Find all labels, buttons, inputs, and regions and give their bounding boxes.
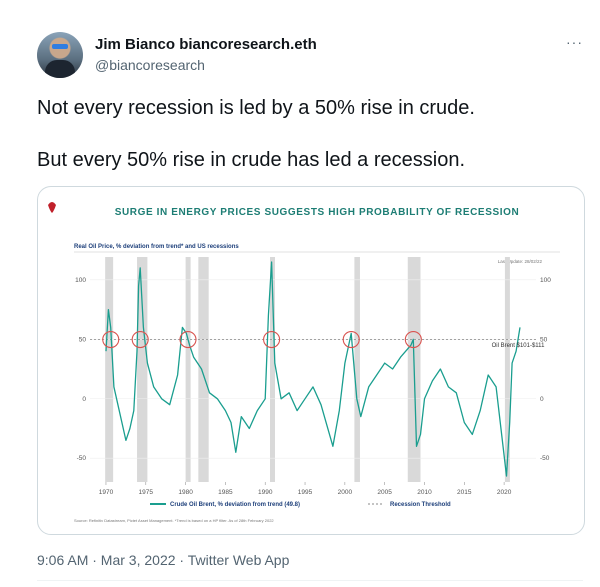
circled-peak-marker: [131, 330, 149, 349]
tweet-text: Not every recession is led by a 50% rise…: [37, 95, 577, 173]
y-tick-label-right: 50: [540, 336, 548, 343]
avatar-glasses: [52, 44, 68, 49]
divider: [37, 580, 583, 581]
legend-label-crude: Crude Oil Brent, % deviation from trend …: [170, 502, 300, 508]
x-tick-label: 2020: [497, 489, 512, 496]
recession-band: [198, 257, 209, 482]
x-tick-label: 1980: [178, 489, 193, 496]
circled-peak-marker: [404, 330, 422, 349]
x-tick-label: 2000: [338, 489, 353, 496]
user-handle[interactable]: @biancoresearch: [95, 57, 205, 73]
chart: SURGE IN ENERGY PRICES SUGGESTS HIGH PRO…: [48, 202, 560, 523]
oil-brent-annotation: Oil Brent $101-$111: [492, 343, 545, 349]
y-tick-label-left: 50: [79, 336, 87, 343]
y-tick-label-right: 100: [540, 277, 551, 284]
recession-bands: [105, 257, 510, 482]
x-tick-label: 1970: [99, 489, 114, 496]
x-axis-ticks: 1970 1975 1980 1985 1990 1995 2000 2005 2010 2015…: [99, 482, 512, 496]
avatar-suit: [45, 60, 75, 78]
x-tick-label: 1985: [218, 489, 233, 496]
y-tick-label-right: 0: [540, 396, 544, 403]
tweet-timestamp[interactable]: 9:06 AM · Mar 3, 2022 · Twitter Web App: [37, 552, 290, 568]
circled-peak-marker: [179, 330, 197, 349]
x-tick-label: 2010: [417, 489, 432, 496]
x-tick-label: 2005: [377, 489, 392, 496]
chart-title: SURGE IN ENERGY PRICES SUGGESTS HIGH PRO…: [115, 207, 520, 218]
author-info[interactable]: Jim Bianco biancoresearch.eth @biancores…: [95, 36, 317, 73]
recession-band: [354, 257, 360, 482]
x-tick-label: 1975: [139, 489, 154, 496]
x-tick-label: 2015: [457, 489, 472, 496]
series-lines: [105, 261, 521, 477]
avatar[interactable]: [37, 32, 83, 78]
series-line-crude-oil: [105, 261, 521, 477]
more-options-icon[interactable]: ···: [566, 34, 583, 50]
recession-band: [504, 257, 510, 482]
tweet-media-image[interactable]: SURGE IN ENERGY PRICES SUGGESTS HIGH PRO…: [37, 186, 585, 535]
tweet-text-line-2: But every 50% rise in crude has led a re…: [37, 149, 465, 171]
tweet-header: Jim Bianco biancoresearch.eth @biancores…: [37, 32, 583, 82]
recession-band: [185, 257, 191, 482]
source-note: Source: Refinitiv Datastream, Pictet Ass…: [74, 518, 274, 523]
x-tick-label: 1990: [258, 489, 273, 496]
pictet-logo: [48, 202, 56, 213]
recession-band: [270, 257, 275, 482]
legend-label-threshold: Recession Threshold: [390, 502, 451, 508]
y-tick-label-left: -50: [77, 455, 87, 462]
x-tick-label: 1995: [298, 489, 313, 496]
y-tick-label-left: 0: [82, 396, 86, 403]
circled-peaks: [102, 330, 422, 349]
y-tick-label-right: -50: [540, 455, 550, 462]
recession-band: [105, 257, 114, 482]
display-name[interactable]: Jim Bianco biancoresearch.eth: [95, 36, 317, 53]
y-tick-label-left: 100: [75, 277, 86, 284]
circled-peak-marker: [342, 330, 360, 349]
recession-band: [137, 257, 148, 482]
last-update-label: Last Update: 28/02/22: [498, 259, 543, 264]
y-axis-grid: 100 100 50 50 0 0 -50 -50: [75, 277, 551, 462]
legend: Crude Oil Brent, % deviation from trend …: [150, 502, 451, 508]
circled-peak-marker: [102, 330, 120, 349]
tweet-text-line-1: Not every recession is led by a 50% rise…: [37, 97, 475, 119]
circled-peak-marker: [263, 330, 281, 349]
chart-subtitle: Real Oil Price, % deviation from trend* …: [74, 244, 239, 250]
